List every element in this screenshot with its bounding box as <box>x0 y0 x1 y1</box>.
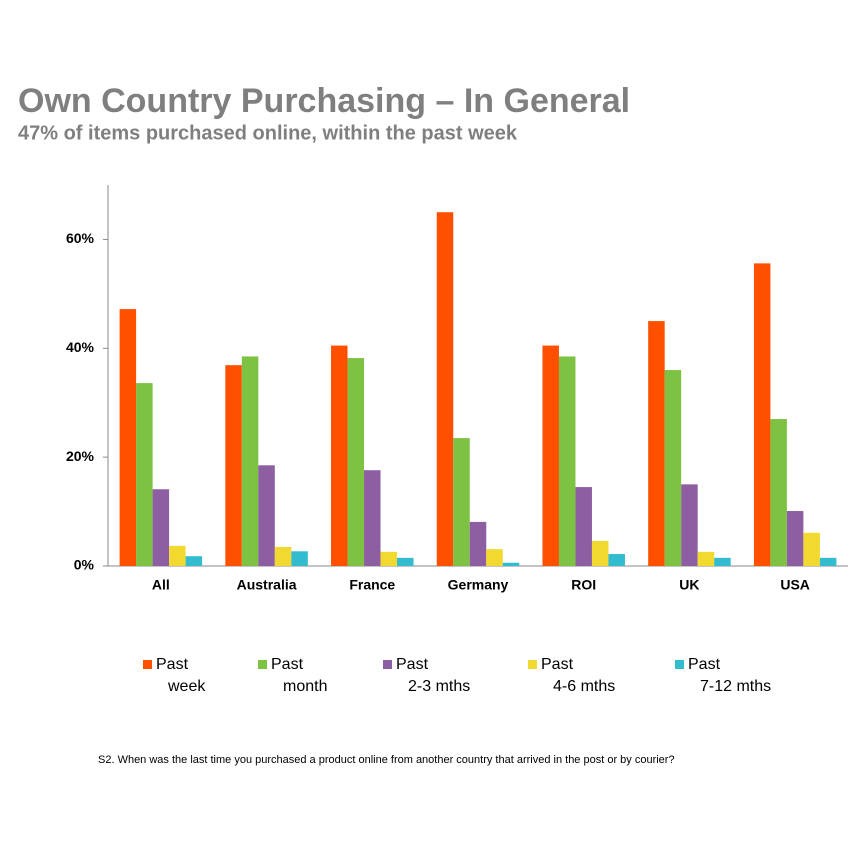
bar <box>364 470 381 566</box>
bar <box>664 370 682 566</box>
bar <box>397 557 414 566</box>
y-tick-label: 40% <box>66 339 95 355</box>
bar <box>697 551 715 566</box>
bar <box>258 465 275 566</box>
bar <box>681 484 698 566</box>
bar <box>558 356 576 566</box>
y-tick-label: 0% <box>74 557 95 573</box>
x-tick-label: Germany <box>448 577 509 593</box>
legend-swatch <box>675 660 684 669</box>
bar <box>331 345 348 566</box>
legend-label: Past 7-12 mths <box>688 656 772 695</box>
bar <box>436 212 454 566</box>
legend-label: Past month <box>271 656 328 695</box>
bar <box>136 383 153 566</box>
bar <box>185 556 203 566</box>
bar <box>608 554 625 566</box>
chart-subtitle: 47% of items purchased online, within th… <box>18 122 518 144</box>
x-tick-label: ROI <box>571 577 596 593</box>
legend-swatch <box>258 660 267 669</box>
bar <box>469 521 487 566</box>
legend-item: Past 2-3 mths <box>383 654 470 698</box>
bar <box>453 438 470 566</box>
y-tick-label: 20% <box>66 448 95 464</box>
legend-item: Past month <box>258 654 327 698</box>
legend-swatch <box>143 660 152 669</box>
bar <box>753 263 771 566</box>
bar <box>770 419 787 566</box>
bar <box>380 551 398 566</box>
bar <box>119 309 137 566</box>
legend-swatch <box>383 660 392 669</box>
bar <box>648 321 665 566</box>
footnote: S2. When was the last time you purchased… <box>98 754 675 766</box>
x-tick-label: All <box>152 577 170 593</box>
x-tick-label: USA <box>780 577 810 593</box>
bar <box>803 532 820 566</box>
bar <box>241 356 259 566</box>
bar <box>169 545 186 566</box>
bar <box>502 562 520 566</box>
y-tick-label: 60% <box>66 230 95 246</box>
legend-label: Past week <box>156 656 206 695</box>
bar <box>542 345 559 566</box>
bar <box>575 487 592 566</box>
bar <box>152 489 170 566</box>
legend-label: Past 4-6 mths <box>541 656 616 695</box>
bar <box>786 511 804 566</box>
bar <box>225 365 242 566</box>
legend-swatch <box>528 660 537 669</box>
x-tick-label: France <box>349 577 395 593</box>
bar <box>714 557 731 566</box>
bar <box>274 546 292 566</box>
bar <box>486 549 503 566</box>
bar <box>291 551 308 566</box>
bar <box>591 540 609 566</box>
bar <box>819 557 837 566</box>
legend-item: Past 7-12 mths <box>675 654 771 698</box>
legend-item: Past week <box>143 654 205 698</box>
bar <box>347 358 365 566</box>
chart-title: Own Country Purchasing – In General <box>18 82 630 120</box>
legend-item: Past 4-6 mths <box>528 654 615 698</box>
legend-label: Past 2-3 mths <box>396 656 471 695</box>
x-tick-label: UK <box>679 577 699 593</box>
x-tick-label: Australia <box>237 577 297 593</box>
